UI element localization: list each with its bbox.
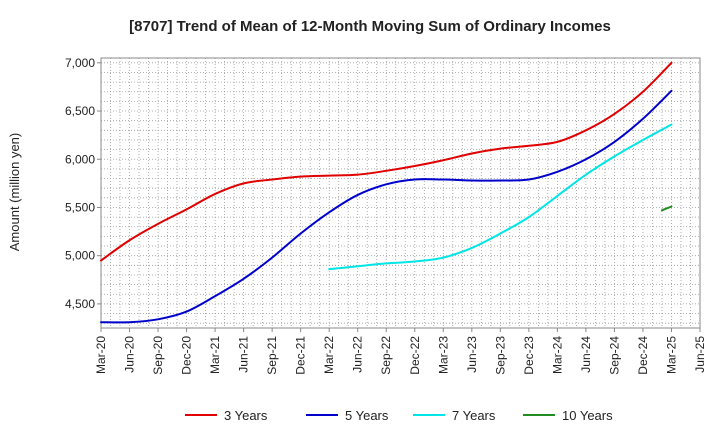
y-axis-ticks: 4,500 5,000 5,500 6,000 6,500 7,000 (65, 56, 101, 311)
x-tick-label: Mar-22 (322, 336, 336, 374)
legend-label-7-years: 7 Years (452, 408, 496, 423)
series-group (100, 61, 673, 324)
x-tick-label: Dec-24 (636, 336, 650, 375)
x-tick-label: Jun-24 (579, 336, 593, 373)
x-tick-label: Mar-23 (436, 336, 450, 374)
y-tick-label: 7,000 (65, 56, 95, 70)
y-axis-label: Amount (million yen) (7, 133, 22, 252)
x-tick-label: Sep-22 (379, 336, 393, 375)
x-tick-label: Dec-20 (180, 336, 194, 375)
chart-title: [8707] Trend of Mean of 12-Month Moving … (129, 18, 611, 35)
x-tick-label: Mar-24 (550, 336, 564, 374)
y-tick-label: 6,000 (65, 152, 95, 166)
x-tick-label: Sep-24 (607, 336, 621, 375)
x-tick-label: Sep-23 (493, 336, 507, 375)
legend-label-10-years: 10 Years (562, 408, 613, 423)
legend-label-3-years: 3 Years (224, 408, 268, 423)
y-tick-label: 5,500 (65, 200, 95, 214)
x-tick-label: Dec-22 (408, 336, 422, 375)
x-tick-label: Dec-23 (522, 336, 536, 375)
series-line-10-years (660, 205, 673, 212)
grid (101, 58, 700, 328)
x-tick-label: Sep-20 (151, 336, 165, 375)
y-tick-label: 5,000 (65, 249, 95, 263)
x-tick-label: Mar-25 (664, 336, 678, 374)
y-tick-label: 6,500 (65, 104, 95, 118)
series-line-7-years (328, 123, 673, 271)
x-tick-label: Jun-23 (465, 336, 479, 373)
y-tick-label: 4,500 (65, 297, 95, 311)
legend-label-5-years: 5 Years (345, 408, 389, 423)
x-tick-label: Mar-21 (208, 336, 222, 374)
x-tick-label: Dec-21 (294, 336, 308, 375)
x-tick-label: Jun-25 (693, 336, 707, 373)
x-tick-label: Jun-20 (123, 336, 137, 373)
x-tick-label: Sep-21 (265, 336, 279, 375)
series-line-3-years (100, 61, 673, 262)
x-tick-label: Jun-22 (351, 336, 365, 373)
axes (100, 57, 701, 329)
legend: 3 Years 5 Years 7 Years 10 Years (185, 408, 613, 423)
x-axis-ticks: Mar-20 Jun-20 Sep-20 Dec-20 Mar-21 Jun-21 Sep-… (94, 328, 707, 375)
x-tick-label: Jun-21 (237, 336, 251, 373)
plot-frame (100, 57, 701, 329)
x-tick-label: Mar-20 (94, 336, 108, 374)
series-line-5-years (100, 89, 673, 324)
